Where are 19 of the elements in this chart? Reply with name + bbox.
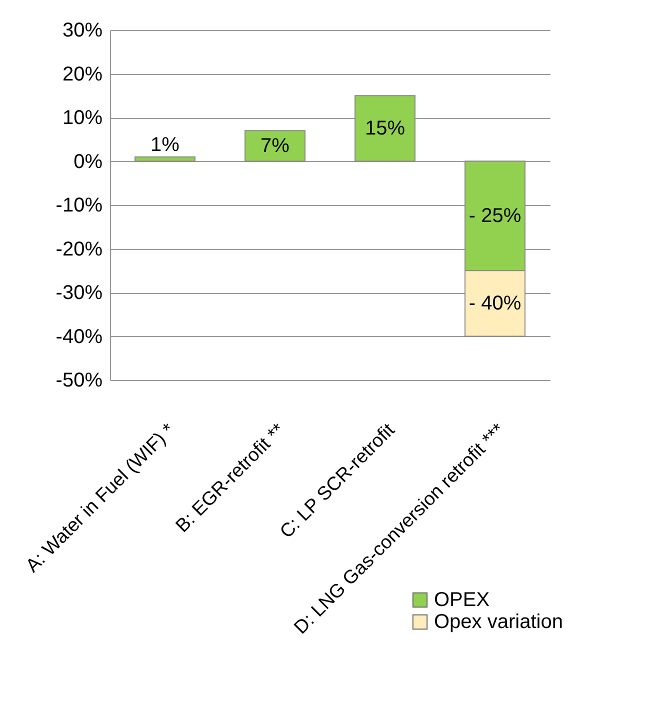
y-tick-label: -30%	[56, 282, 103, 304]
legend-label: OPEX	[434, 589, 490, 611]
y-tick-label: 20%	[62, 63, 103, 86]
bar	[354, 95, 416, 162]
data-label: - 40%	[468, 292, 522, 314]
data-label: - 25%	[468, 204, 522, 227]
bar	[244, 130, 306, 162]
y-tick-label: 10%	[62, 107, 103, 129]
data-label: 15%	[364, 117, 406, 140]
data-label: 7%	[260, 134, 290, 157]
y-tick-label: 0%	[74, 150, 103, 173]
y-tick-label: -40%	[56, 326, 103, 348]
y-tick-label: -10%	[56, 194, 103, 216]
y-tick-label: -50%	[56, 370, 103, 392]
bar	[134, 156, 196, 162]
legend-label: Opex variation	[434, 611, 563, 633]
y-tick-label: 30%	[62, 20, 103, 42]
y-tick-label: -20%	[56, 238, 103, 260]
data-label: 1%	[150, 134, 180, 156]
